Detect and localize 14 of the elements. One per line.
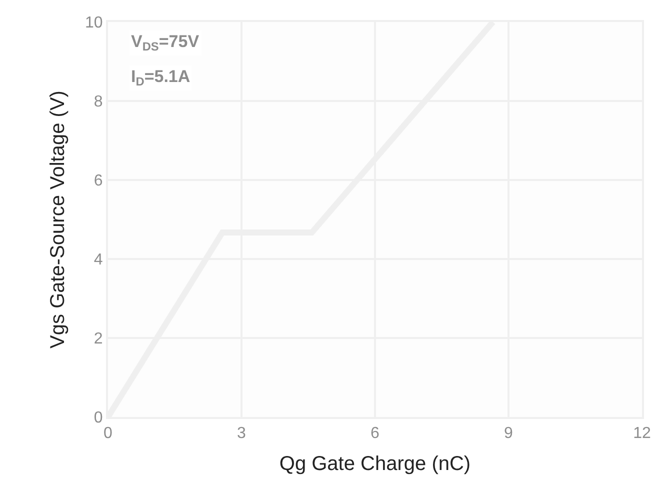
x-tick-label: 12 <box>633 425 651 442</box>
x-axis-title: Qg Gate Charge (nC) <box>279 453 471 476</box>
x-tick-label: 6 <box>370 425 380 442</box>
y-axis-title: Vgs Gate-Source Voltage (V) <box>47 90 70 348</box>
y-tick-label: 4 <box>94 252 103 269</box>
y-tick-label: 0 <box>94 410 103 427</box>
x-tick-label: 3 <box>237 425 246 442</box>
annotation: I$_{D}$=5.1A <box>131 67 190 89</box>
x-tick-label: 9 <box>504 425 514 442</box>
y-tick-label: 2 <box>94 330 103 348</box>
y-tick-label: 6 <box>94 172 103 190</box>
y-tick-label: 8 <box>94 94 103 111</box>
y-tick-label: 10 <box>85 14 103 32</box>
annotation: V$_{DS}$=75V <box>131 32 200 54</box>
